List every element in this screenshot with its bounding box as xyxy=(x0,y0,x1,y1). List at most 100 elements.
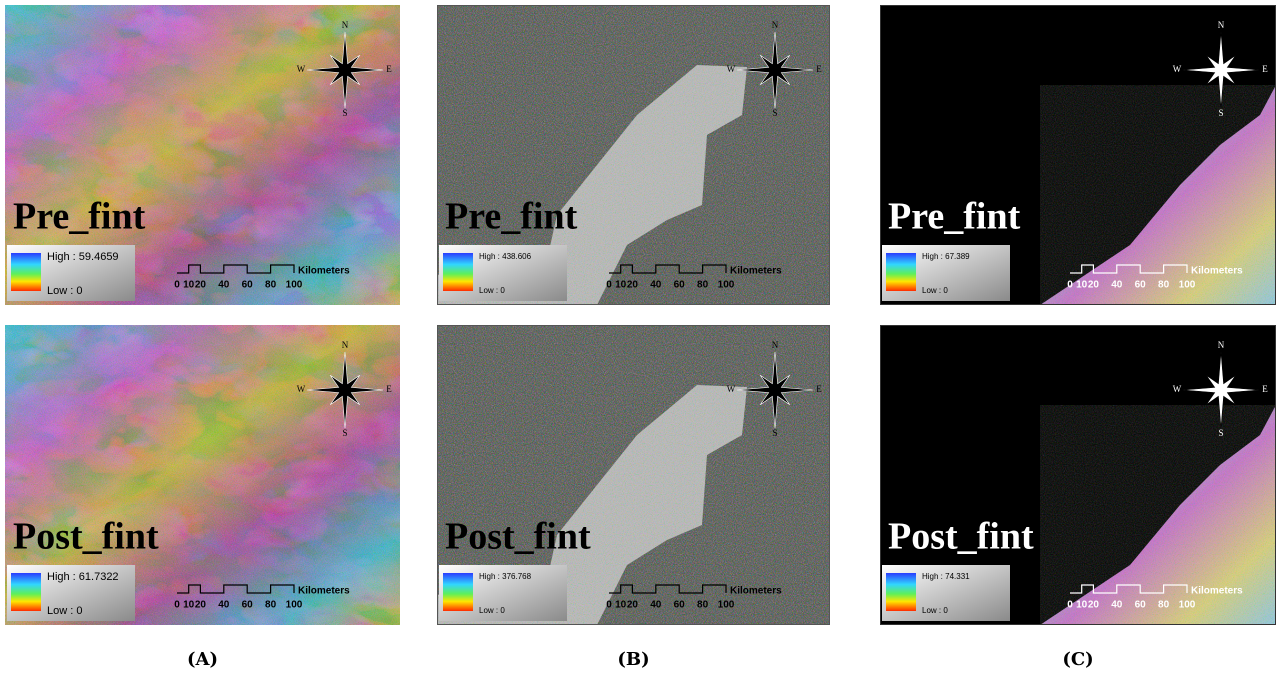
panel-title: Pre_fint xyxy=(13,196,146,238)
scale-tick: 60 xyxy=(242,280,254,291)
compass-letter: S xyxy=(1218,108,1223,118)
scale-tick: 0 xyxy=(174,600,180,611)
compass-letter: W xyxy=(297,384,306,394)
scale-tick: 40 xyxy=(218,600,230,611)
compass-letter: E xyxy=(1262,384,1268,394)
compass-letter: S xyxy=(342,108,347,118)
scale-unit: Kilometers xyxy=(730,266,782,277)
legend-low: Low : 0 xyxy=(922,286,948,295)
scale-tick: 40 xyxy=(1111,280,1123,291)
scale-unit: Kilometers xyxy=(298,266,350,277)
legend-ramp xyxy=(886,253,916,291)
compass-letter: N xyxy=(342,20,349,30)
legend-low: Low : 0 xyxy=(47,285,82,297)
scale-tick: 80 xyxy=(697,600,709,611)
scale-tick: 40 xyxy=(1111,600,1123,611)
scale-tick: 10 xyxy=(183,600,195,611)
scale-tick: 80 xyxy=(265,280,277,291)
legend-ramp xyxy=(11,253,41,291)
scale-tick: 0 xyxy=(1067,280,1073,291)
scale-tick: 20 xyxy=(1088,280,1100,291)
map-panel: NESWPre_fintHigh : 67.389Low : 001020406… xyxy=(880,5,1276,305)
scale-tick: 0 xyxy=(174,280,180,291)
panel-title: Pre_fint xyxy=(445,196,578,238)
compass-letter: N xyxy=(772,20,779,30)
compass-letter: E xyxy=(1262,64,1268,74)
scale-tick: 20 xyxy=(627,280,639,291)
scale-tick: 60 xyxy=(1135,600,1147,611)
scale-tick: 40 xyxy=(650,600,662,611)
panel-title: Post_fint xyxy=(445,516,591,558)
legend-ramp xyxy=(886,573,916,611)
figure: NESWPre_fintHigh : 59.4659Low : 00102040… xyxy=(0,0,1279,675)
compass-letter: N xyxy=(342,340,349,350)
scale-tick: 0 xyxy=(606,600,612,611)
legend-ramp xyxy=(443,253,473,291)
scale-tick: 80 xyxy=(265,600,277,611)
scale-unit: Kilometers xyxy=(298,586,350,597)
compass-letter: E xyxy=(816,64,822,74)
legend-low: Low : 0 xyxy=(922,606,948,615)
scale-tick: 80 xyxy=(1158,600,1170,611)
legend-low: Low : 0 xyxy=(479,606,505,615)
compass-letter: S xyxy=(772,108,777,118)
scale-tick: 100 xyxy=(1179,280,1196,291)
scale-tick: 20 xyxy=(195,280,207,291)
legend-high: High : 67.389 xyxy=(922,252,970,261)
legend-high: High : 438.606 xyxy=(479,252,532,261)
scale-tick: 40 xyxy=(650,280,662,291)
scale-unit: Kilometers xyxy=(730,586,782,597)
scale-tick: 0 xyxy=(1067,600,1073,611)
compass-letter: S xyxy=(342,428,347,438)
compass-letter: W xyxy=(1173,384,1182,394)
scale-tick: 100 xyxy=(286,600,303,611)
compass-letter: N xyxy=(1218,20,1225,30)
caption: (B) xyxy=(617,649,649,670)
scale-tick: 10 xyxy=(615,280,627,291)
scale-tick: 40 xyxy=(218,280,230,291)
map-panel: NESWPre_fintHigh : 59.4659Low : 00102040… xyxy=(5,5,400,305)
compass-letter: W xyxy=(727,384,736,394)
compass-letter: S xyxy=(1218,428,1223,438)
compass-letter: W xyxy=(1173,64,1182,74)
panel-title: Post_fint xyxy=(13,516,159,558)
legend-ramp xyxy=(11,573,41,611)
scale-tick: 60 xyxy=(242,600,254,611)
scale-unit: Kilometers xyxy=(1191,266,1243,277)
legend-low: Low : 0 xyxy=(47,605,82,617)
scale-tick: 10 xyxy=(1076,600,1088,611)
caption: (C) xyxy=(1062,649,1093,670)
scale-tick: 80 xyxy=(1158,280,1170,291)
scale-tick: 60 xyxy=(674,280,686,291)
scale-tick: 100 xyxy=(1179,600,1196,611)
legend-high: High : 376.768 xyxy=(479,572,532,581)
scale-tick: 60 xyxy=(674,600,686,611)
scale-unit: Kilometers xyxy=(1191,586,1243,597)
panel-title: Post_fint xyxy=(888,516,1034,558)
scale-tick: 80 xyxy=(697,280,709,291)
scale-tick: 10 xyxy=(183,280,195,291)
panel-title: Pre_fint xyxy=(888,196,1021,238)
scale-tick: 20 xyxy=(627,600,639,611)
scale-tick: 20 xyxy=(1088,600,1100,611)
compass-letter: S xyxy=(772,428,777,438)
legend-low: Low : 0 xyxy=(479,286,505,295)
compass-letter: E xyxy=(386,384,392,394)
scale-tick: 60 xyxy=(1135,280,1147,291)
compass-letter: W xyxy=(297,64,306,74)
legend-high: High : 61.7322 xyxy=(47,571,119,583)
scale-tick: 10 xyxy=(615,600,627,611)
legend-ramp xyxy=(443,573,473,611)
scale-tick: 0 xyxy=(606,280,612,291)
compass-letter: E xyxy=(816,384,822,394)
compass-letter: E xyxy=(386,64,392,74)
caption: (A) xyxy=(187,649,218,670)
compass-letter: W xyxy=(727,64,736,74)
scale-tick: 100 xyxy=(718,600,735,611)
scale-tick: 20 xyxy=(195,600,207,611)
compass-letter: N xyxy=(772,340,779,350)
